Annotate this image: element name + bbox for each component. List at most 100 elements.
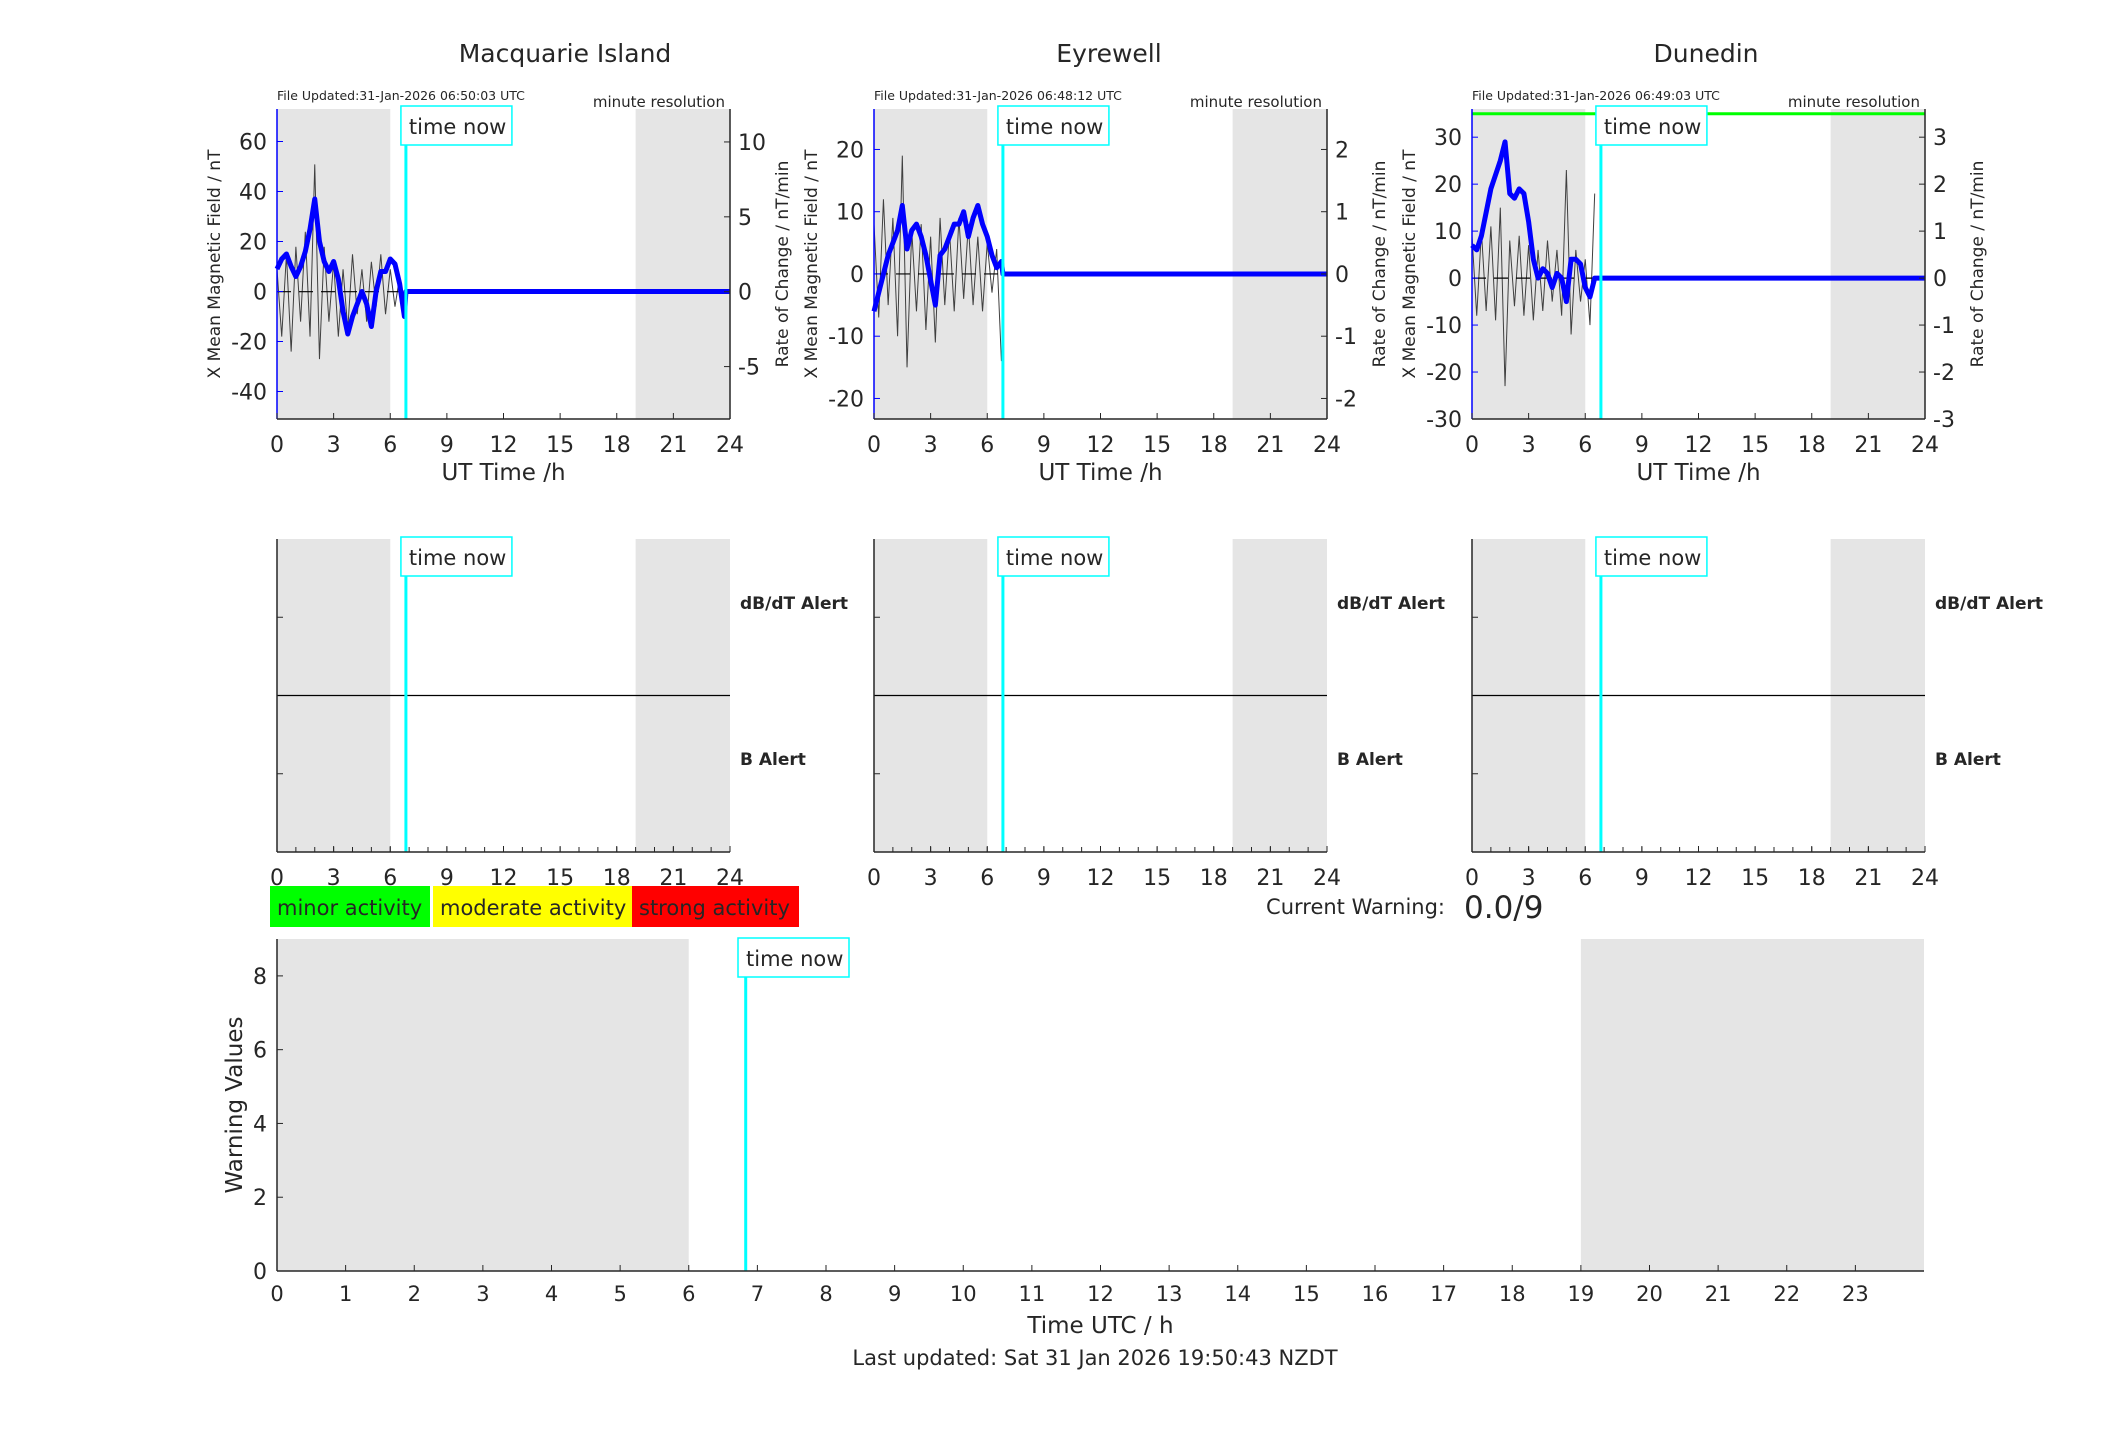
- time-now-box: [1595, 536, 1708, 577]
- x-tick-label: 4: [545, 1282, 558, 1306]
- file-updated-text: File Updated:31-Jan-2026 06:48:12 UTC: [874, 88, 1122, 103]
- y-axis-label: Warning Values: [222, 1016, 248, 1193]
- left-y-tick-label: 60: [239, 131, 267, 156]
- x-field-series: [871, 202, 1327, 312]
- legend-strong-label: strong activity: [639, 896, 790, 920]
- x-tick-label: 3: [1522, 433, 1536, 458]
- left-y-tick-label: 0: [850, 263, 864, 288]
- x-axis-label: UT Time /h: [1038, 460, 1162, 486]
- time-now-label: time now: [1604, 115, 1701, 139]
- y-tick-label: 4: [253, 1112, 267, 1137]
- time-now-box: [737, 937, 850, 978]
- time-now-label: time now: [1006, 115, 1103, 139]
- x-tick-label: 13: [1156, 1282, 1183, 1306]
- x-tick-label: 21: [1705, 1282, 1732, 1306]
- x-tick-label: 6: [980, 433, 994, 458]
- x-tick-label: 5: [613, 1282, 626, 1306]
- x-tick-label: 7: [751, 1282, 764, 1306]
- x-tick-label: 15: [1143, 433, 1171, 458]
- time-now-label: time now: [409, 115, 506, 139]
- x-tick-label: 6: [383, 866, 397, 891]
- x-tick-label: 6: [980, 866, 994, 891]
- x-tick-label: 0: [1465, 433, 1479, 458]
- current-warning-value: 0.0/9: [1464, 890, 1543, 926]
- resolution-text: minute resolution: [1190, 93, 1322, 111]
- x-tick-label: 16: [1362, 1282, 1389, 1306]
- night-shading: [277, 939, 689, 1271]
- x-tick-label: 24: [1313, 433, 1341, 458]
- time-now-box: [997, 536, 1110, 577]
- x-tick-label: 20: [1636, 1282, 1663, 1306]
- x-axis-label: Time UTC / h: [1026, 1313, 1173, 1339]
- left-y-tick-label: 10: [1434, 220, 1462, 245]
- left-y-axis-label: X Mean Magnetic Field / nT: [205, 149, 225, 379]
- right-y-tick-label: 2: [1335, 138, 1349, 163]
- y-tick-label: 0: [253, 1260, 267, 1285]
- current-warning-label: Current Warning:: [1266, 895, 1445, 919]
- time-now-label: time now: [409, 546, 506, 570]
- right-y-tick-label: -2: [1933, 361, 1955, 386]
- x-field-series: [274, 196, 730, 337]
- x-tick-label: 15: [546, 433, 574, 458]
- right-y-tick-label: 0: [1933, 267, 1947, 292]
- x-tick-label: 0: [867, 433, 881, 458]
- right-y-tick-label: -3: [1933, 408, 1955, 433]
- x-tick-label: 21: [1854, 433, 1882, 458]
- x-tick-label: 3: [476, 1282, 489, 1306]
- x-tick-label: 9: [440, 433, 454, 458]
- x-tick-label: 12: [1087, 1282, 1114, 1306]
- night-shading: [874, 109, 988, 419]
- file-updated-text: File Updated:31-Jan-2026 06:49:03 UTC: [1472, 88, 1720, 103]
- dbdt-alert-label: dB/dT Alert: [1337, 594, 1445, 614]
- left-y-tick-label: 20: [1434, 173, 1462, 198]
- right-y-tick-label: -1: [1933, 314, 1955, 339]
- left-y-tick-label: 30: [1434, 126, 1462, 151]
- left-y-tick-label: -30: [1426, 408, 1462, 433]
- dbdt-alert-label: dB/dT Alert: [1935, 594, 2043, 614]
- x-tick-label: 9: [1635, 866, 1649, 891]
- x-tick-label: 14: [1224, 1282, 1251, 1306]
- night-shading: [1232, 109, 1327, 419]
- station-title: Macquarie Island: [459, 39, 672, 68]
- legend-moderate-swatch: [433, 886, 632, 927]
- right-y-tick-label: 1: [1335, 201, 1349, 226]
- rate-of-change-series: [1471, 170, 1596, 387]
- left-y-tick-label: -20: [1426, 361, 1462, 386]
- x-tick-label: 12: [490, 433, 518, 458]
- b-alert-label: B Alert: [740, 750, 806, 770]
- x-tick-label: 0: [270, 1282, 283, 1306]
- left-y-tick-label: 0: [253, 281, 267, 306]
- right-y-axis-label: Rate of Change / nT/min: [1370, 161, 1390, 368]
- right-y-tick-label: 3: [1933, 126, 1947, 151]
- night-shading: [635, 109, 730, 419]
- x-tick-label: 6: [1578, 866, 1592, 891]
- left-y-tick-label: -20: [231, 331, 267, 356]
- station-title: Dunedin: [1654, 39, 1759, 68]
- left-y-tick-label: 10: [836, 201, 864, 226]
- x-tick-label: 21: [1256, 433, 1284, 458]
- x-tick-label: 10: [950, 1282, 977, 1306]
- last-updated-text: Last updated: Sat 31 Jan 2026 19:50:43 N…: [852, 1346, 1337, 1370]
- left-y-tick-label: -10: [828, 325, 864, 350]
- right-y-tick-label: 0: [1335, 263, 1349, 288]
- y-tick-label: 2: [253, 1186, 267, 1211]
- right-y-tick-label: -5: [738, 356, 760, 381]
- legend-minor-label: minor activity: [277, 896, 422, 920]
- x-tick-label: 21: [1256, 866, 1284, 891]
- x-tick-label: 9: [1635, 433, 1649, 458]
- x-field-series: [1470, 139, 1925, 305]
- x-tick-label: 0: [1465, 866, 1479, 891]
- left-y-tick-label: 0: [1448, 267, 1462, 292]
- resolution-text: minute resolution: [593, 93, 725, 111]
- right-y-tick-label: 10: [738, 131, 766, 156]
- time-now-box: [1595, 105, 1708, 146]
- x-tick-label: 2: [408, 1282, 421, 1306]
- x-tick-label: 3: [924, 433, 938, 458]
- x-tick-label: 23: [1842, 1282, 1869, 1306]
- x-tick-label: 15: [1741, 433, 1769, 458]
- left-y-tick-label: -20: [828, 387, 864, 412]
- night-shading: [1830, 109, 1925, 419]
- night-shading: [1472, 109, 1586, 419]
- left-y-axis-label: X Mean Magnetic Field / nT: [802, 149, 822, 379]
